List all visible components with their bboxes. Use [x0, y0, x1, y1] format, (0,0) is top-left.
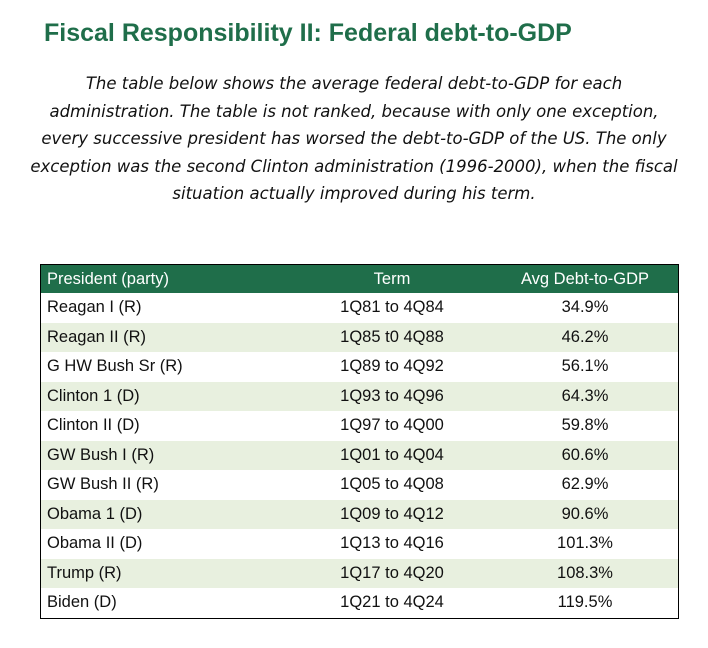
cell-president: Clinton 1 (D) — [41, 381, 292, 411]
cell-term: 1Q13 to 4Q16 — [292, 529, 492, 559]
cell-president: Biden (D) — [41, 588, 292, 618]
cell-president: Clinton II (D) — [41, 411, 292, 441]
cell-term: 1Q05 to 4Q08 — [292, 470, 492, 500]
cell-term: 1Q09 to 4Q12 — [292, 499, 492, 529]
header-term: Term — [292, 265, 492, 293]
table-header: President (party) Term Avg Debt-to-GDP — [41, 265, 678, 293]
debt-table-container: President (party) Term Avg Debt-to-GDP R… — [40, 264, 679, 619]
intro-paragraph: The table below shows the average federa… — [30, 74, 678, 203]
cell-president: GW Bush I (R) — [41, 440, 292, 470]
table-row: GW Bush II (R) 1Q05 to 4Q08 62.9% — [41, 470, 678, 500]
cell-debt-to-gdp: 101.3% — [492, 529, 678, 559]
cell-debt-to-gdp: 56.1% — [492, 352, 678, 382]
table-row: Clinton 1 (D) 1Q93 to 4Q96 64.3% — [41, 381, 678, 411]
cell-term: 1Q93 to 4Q96 — [292, 381, 492, 411]
table-row: GW Bush I (R) 1Q01 to 4Q04 60.6% — [41, 440, 678, 470]
header-debt-to-gdp: Avg Debt-to-GDP — [492, 265, 678, 293]
cell-debt-to-gdp: 59.8% — [492, 411, 678, 441]
table-row: G HW Bush Sr (R) 1Q89 to 4Q92 56.1% — [41, 352, 678, 382]
cell-term: 1Q89 to 4Q92 — [292, 352, 492, 382]
page-title: Fiscal Responsibility II: Federal debt-t… — [44, 19, 572, 47]
cell-debt-to-gdp: 62.9% — [492, 470, 678, 500]
cell-president: Trump (R) — [41, 558, 292, 588]
cell-president: Reagan II (R) — [41, 322, 292, 352]
table-row: Trump (R) 1Q17 to 4Q20 108.3% — [41, 558, 678, 588]
cell-president: G HW Bush Sr (R) — [41, 352, 292, 382]
table-row: Obama 1 (D) 1Q09 to 4Q12 90.6% — [41, 499, 678, 529]
cell-term: 1Q81 to 4Q84 — [292, 293, 492, 323]
cell-debt-to-gdp: 46.2% — [492, 322, 678, 352]
table-row: Obama II (D) 1Q13 to 4Q16 101.3% — [41, 529, 678, 559]
cell-debt-to-gdp: 119.5% — [492, 588, 678, 618]
table-row: Reagan II (R) 1Q85 t0 4Q88 46.2% — [41, 322, 678, 352]
cell-term: 1Q85 t0 4Q88 — [292, 322, 492, 352]
cell-debt-to-gdp: 90.6% — [492, 499, 678, 529]
cell-term: 1Q97 to 4Q00 — [292, 411, 492, 441]
header-row: President (party) Term Avg Debt-to-GDP — [41, 265, 678, 293]
table-row: Clinton II (D) 1Q97 to 4Q00 59.8% — [41, 411, 678, 441]
cell-debt-to-gdp: 64.3% — [492, 381, 678, 411]
cell-debt-to-gdp: 60.6% — [492, 440, 678, 470]
cell-president: GW Bush II (R) — [41, 470, 292, 500]
cell-president: Reagan I (R) — [41, 293, 292, 323]
table-row: Reagan I (R) 1Q81 to 4Q84 34.9% — [41, 293, 678, 323]
cell-term: 1Q17 to 4Q20 — [292, 558, 492, 588]
cell-debt-to-gdp: 108.3% — [492, 558, 678, 588]
table-body: Reagan I (R) 1Q81 to 4Q84 34.9% Reagan I… — [41, 293, 678, 618]
table-row: Biden (D) 1Q21 to 4Q24 119.5% — [41, 588, 678, 618]
debt-table: President (party) Term Avg Debt-to-GDP R… — [41, 265, 678, 618]
cell-president: Obama 1 (D) — [41, 499, 292, 529]
cell-term: 1Q21 to 4Q24 — [292, 588, 492, 618]
cell-debt-to-gdp: 34.9% — [492, 293, 678, 323]
cell-president: Obama II (D) — [41, 529, 292, 559]
cell-term: 1Q01 to 4Q04 — [292, 440, 492, 470]
header-president: President (party) — [41, 265, 292, 293]
